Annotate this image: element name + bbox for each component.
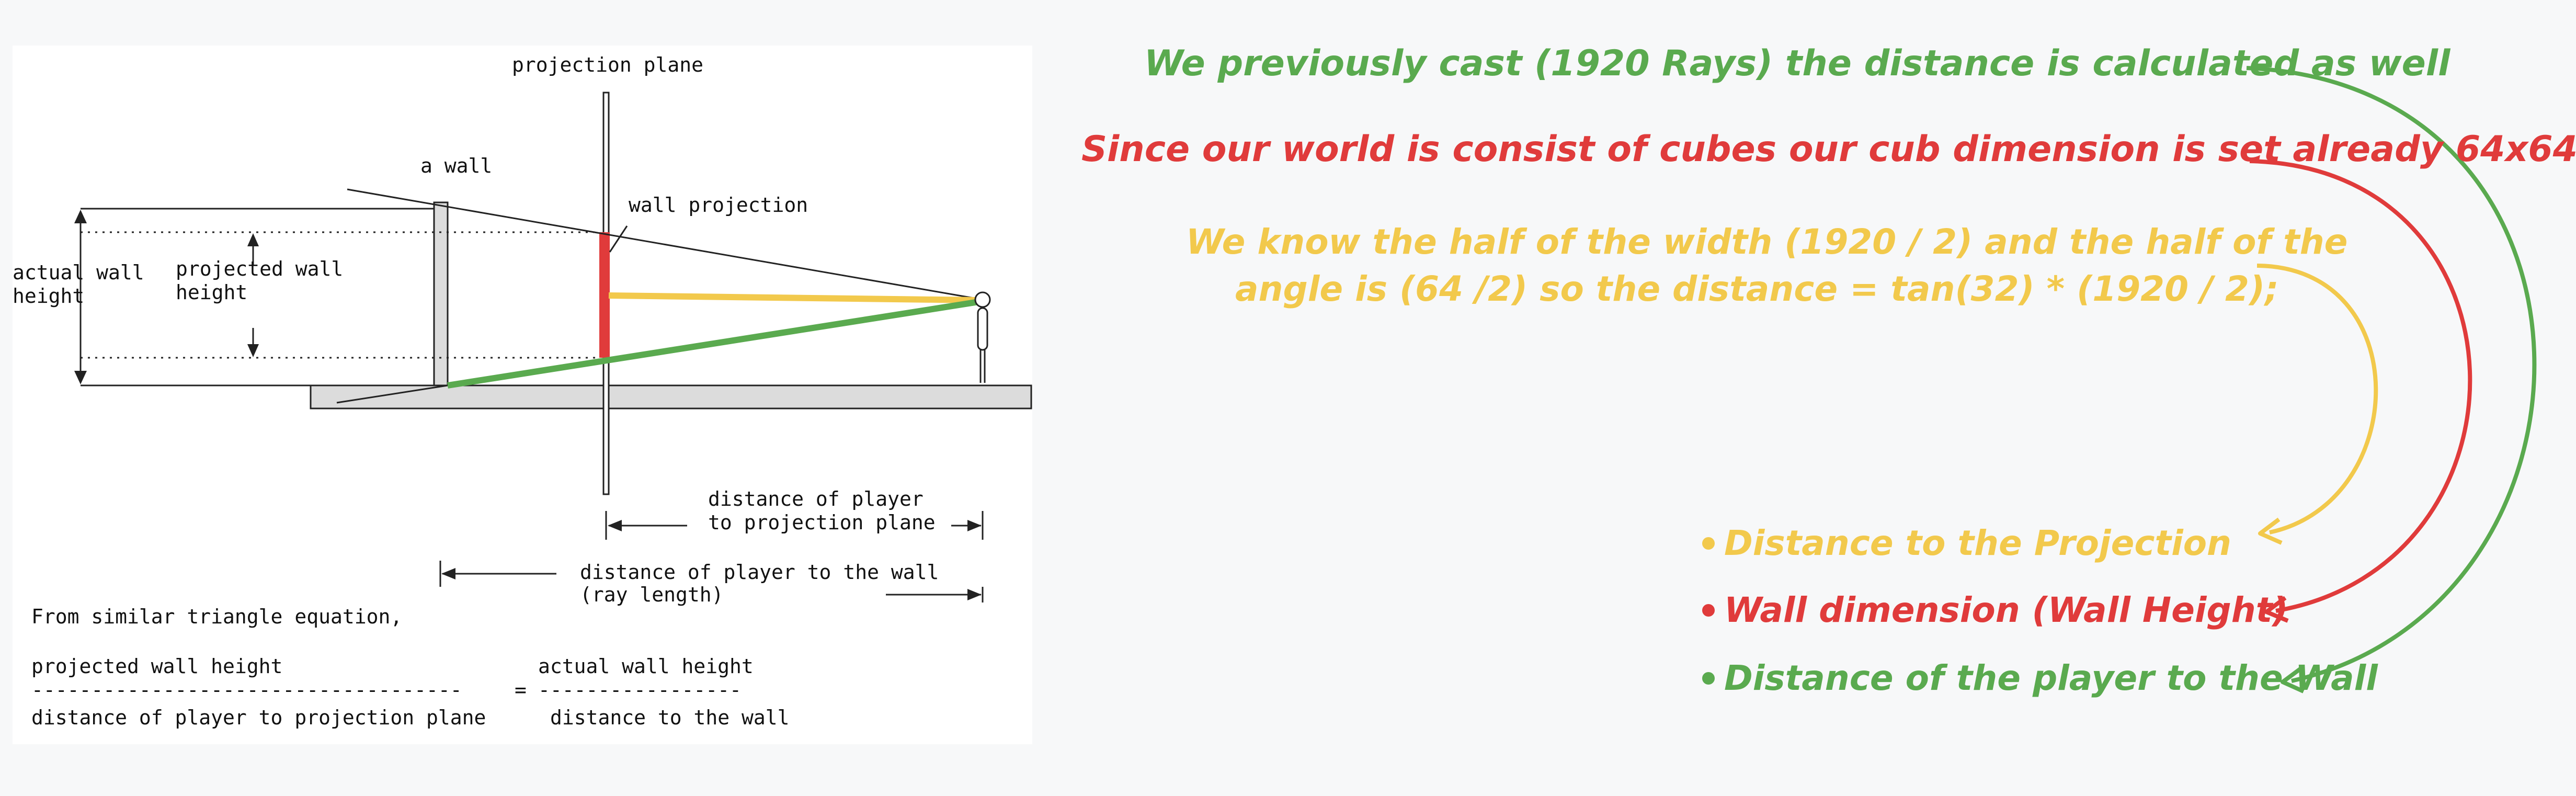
- note-cube-dimension: Since our world is consist of cubes our …: [1081, 129, 2576, 170]
- note-rays: We previously cast (1920 Rays) the dista…: [1144, 43, 2450, 84]
- bullet-dot: [1702, 672, 1715, 685]
- label-dist-player-wall: distance of player to the wall: [580, 561, 939, 584]
- legend-item-label: Distance to the Projection: [1724, 523, 2232, 563]
- arrowhead: [247, 344, 259, 357]
- green-ray: [447, 299, 979, 389]
- note-distance-line2: angle is (64 /2) so the distance = tan(3…: [1235, 269, 2279, 309]
- label-projected-wall-height: projected wall: [176, 257, 343, 280]
- label-dist-player-plane-2: to projection plane: [708, 511, 936, 534]
- yellow-ray: [608, 292, 979, 303]
- green-arrowhead: [2281, 666, 2305, 693]
- arrowhead: [74, 210, 87, 223]
- player-figure: [974, 291, 991, 383]
- bullet-dot: [1702, 604, 1715, 617]
- legend-item-label: Wall dimension (Wall Height): [1724, 590, 2288, 630]
- equation-equals: =: [515, 678, 527, 701]
- note-distance-line1: We know the half of the width (1920 / 2)…: [1186, 222, 2348, 262]
- arrowhead: [608, 520, 622, 531]
- arrowhead: [74, 371, 87, 384]
- red-arrowhead: [2264, 596, 2289, 623]
- label-wall-projection: wall projection: [629, 194, 808, 217]
- raycasting-diagram: projection plane a wall wall projection …: [13, 53, 1032, 729]
- arrowhead: [247, 233, 259, 246]
- label-projection-plane: projection plane: [512, 53, 703, 76]
- equation-divider-left: ------------------------------------: [31, 678, 462, 701]
- arrowhead: [967, 520, 982, 531]
- label-a-wall: a wall: [420, 154, 492, 177]
- note-cube-value: 64x64: [2455, 129, 2576, 170]
- equation-denominator-left: distance of player to projection plane: [31, 706, 486, 729]
- arrowhead: [967, 589, 982, 600]
- legend-item-player-wall-distance: Distance of the player to the Wall: [1702, 658, 2378, 698]
- label-projected-wall-height-2: height: [176, 281, 247, 304]
- bullet-dot: [1702, 537, 1715, 550]
- yellow-arrowhead: [2258, 517, 2283, 545]
- green-connector: [2246, 66, 2537, 683]
- note-cube-dimension-text: Since our world is consist of cubes our …: [1081, 129, 2456, 170]
- equation-divider-right: -----------------: [538, 678, 742, 701]
- label-actual-wall-height-2: height: [13, 285, 84, 308]
- equation-numerator-left: projected wall height: [31, 655, 282, 678]
- bottom-ray-wall: [336, 384, 448, 404]
- wall-projection-pointer: [609, 225, 628, 253]
- equation-numerator-right: actual wall height: [538, 655, 754, 678]
- floor: [310, 384, 1032, 410]
- red-connector: [2249, 159, 2472, 613]
- legend-item-wall-height: Wall dimension (Wall Height): [1702, 590, 2288, 630]
- yellow-connector: [2256, 264, 2378, 535]
- label-dist-player-plane: distance of player: [708, 487, 924, 510]
- top-ray: [347, 188, 981, 300]
- arrowhead: [441, 568, 455, 579]
- legend-item-label: Distance of the player to the Wall: [1724, 658, 2378, 698]
- equation-intro: From similar triangle equation,: [31, 605, 402, 628]
- equation-denominator-right: distance to the wall: [550, 706, 790, 729]
- diagram-panel: projection plane a wall wall projection …: [13, 46, 1032, 744]
- wall-projection-bar: [599, 232, 610, 358]
- label-ray-length: (ray length): [580, 583, 724, 606]
- label-actual-wall-height: actual wall: [13, 261, 144, 284]
- legend-item-projection-distance: Distance to the Projection: [1702, 523, 2231, 563]
